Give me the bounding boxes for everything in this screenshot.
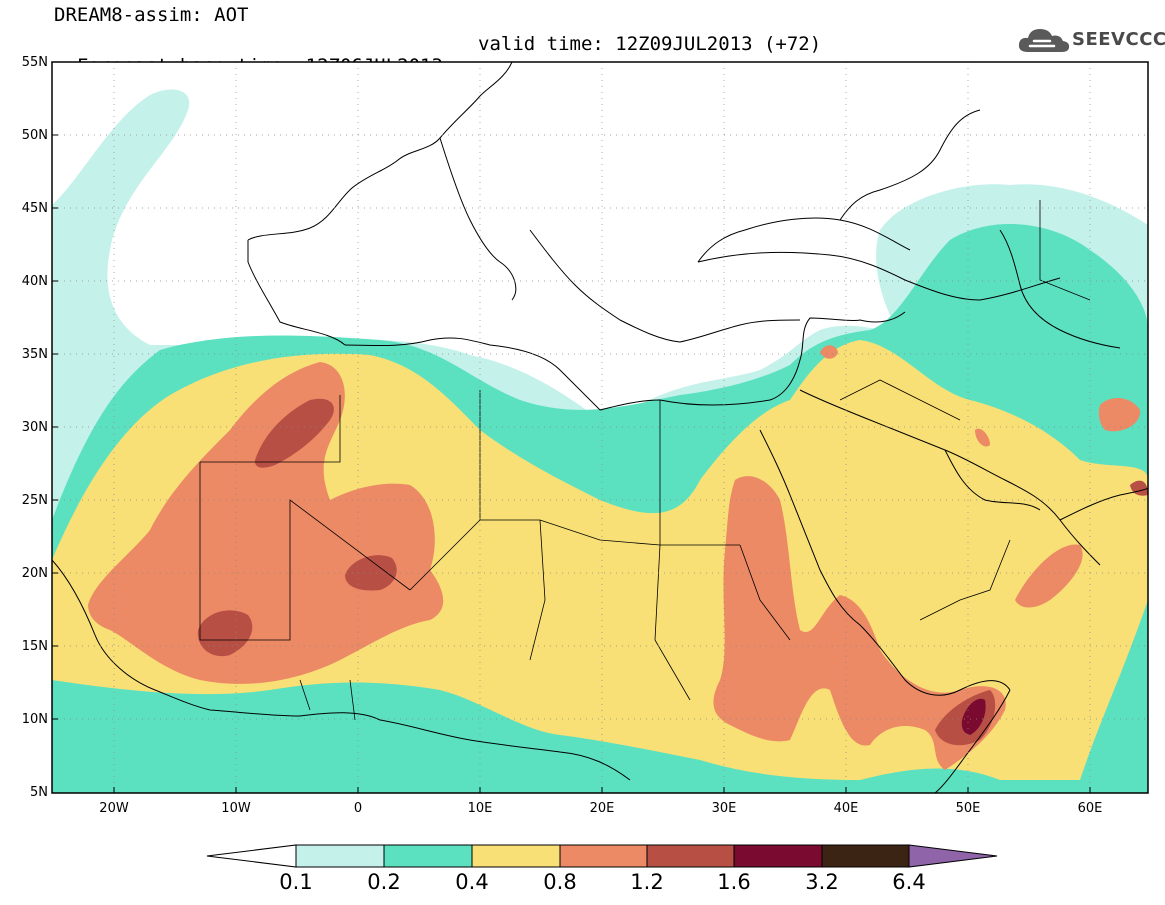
aot-contour-0.8-iraq bbox=[820, 345, 838, 359]
logo-text: SEEVCCC bbox=[1072, 29, 1165, 50]
lon-tick-label: 20W bbox=[99, 801, 129, 816]
colorbar-bin bbox=[383, 844, 473, 868]
lat-tick-label: 20N bbox=[21, 566, 48, 581]
colorbar-label: 3.2 bbox=[805, 870, 839, 894]
colorbar-bin bbox=[471, 844, 561, 868]
colorbar-label: 6.4 bbox=[892, 870, 926, 894]
lat-tick-label: 10N bbox=[21, 712, 48, 727]
lat-tick-label: 15N bbox=[21, 639, 48, 654]
lon-tick-label: 50E bbox=[955, 801, 981, 816]
lat-tick-label: 25N bbox=[21, 493, 48, 508]
lon-tick-label: 30E bbox=[711, 801, 737, 816]
lon-tick-label: 60E bbox=[1077, 801, 1103, 816]
lon-tick-label: 10W bbox=[221, 801, 251, 816]
lat-tick-label: 45N bbox=[21, 201, 48, 216]
valid-time: valid time: 12Z09JUL2013 (+72) bbox=[478, 33, 822, 55]
axis-ticks bbox=[52, 61, 1091, 794]
lon-tick-label: 0 bbox=[353, 801, 363, 816]
aot-field bbox=[52, 89, 1148, 793]
colorbar-label: 0.2 bbox=[367, 870, 401, 894]
aot-contour-1.2-morocco bbox=[254, 398, 334, 468]
chart-title: DREAM8-assim: AOT bbox=[54, 4, 249, 26]
lon-tick-label: 40E bbox=[833, 801, 859, 816]
aot-contour-0.8-oman bbox=[1015, 544, 1083, 608]
coastlines bbox=[52, 62, 1148, 793]
aot-contour-1.2-mauritania bbox=[197, 610, 253, 657]
lat-tick-label: 30N bbox=[21, 420, 48, 435]
colorbar-bin bbox=[646, 844, 735, 868]
colorbar-bin bbox=[733, 844, 823, 868]
seevccc-logo: SEEVCCC bbox=[1016, 22, 1165, 58]
aot-contour-0.8-east bbox=[713, 476, 1006, 770]
aot-contour-1.6-somalia bbox=[961, 698, 986, 735]
lat-tick-label: 50N bbox=[21, 128, 48, 143]
lat-tick-label: 40N bbox=[21, 274, 48, 289]
cloud-icon bbox=[1018, 29, 1070, 52]
aot-contour-0.8-gulf bbox=[975, 428, 990, 447]
colorbar-label: 1.2 bbox=[630, 870, 664, 894]
colorbar-bin bbox=[821, 844, 910, 868]
colorbar-below-triangle bbox=[206, 844, 297, 868]
aot-contour-0.8-west bbox=[88, 362, 444, 684]
country-borders bbox=[199, 200, 1091, 721]
colorbar-bin bbox=[559, 844, 648, 868]
lon-tick-label: 20E bbox=[589, 801, 615, 816]
lat-tick-label: 55N bbox=[21, 55, 48, 70]
lat-tick-label: 35N bbox=[21, 347, 48, 362]
colorbar-above-triangle bbox=[908, 844, 998, 868]
colorbar-label: 0.8 bbox=[543, 870, 577, 894]
colorbar-label: 1.6 bbox=[717, 870, 751, 894]
colorbar-label: 0.4 bbox=[455, 870, 489, 894]
aot-contour-0.8-iran bbox=[1098, 398, 1141, 432]
lon-tick-label: 10E bbox=[467, 801, 493, 816]
colorbar-bin bbox=[295, 844, 385, 868]
lat-tick-label: 5N bbox=[30, 785, 48, 800]
colorbar-label: 0.1 bbox=[279, 870, 313, 894]
